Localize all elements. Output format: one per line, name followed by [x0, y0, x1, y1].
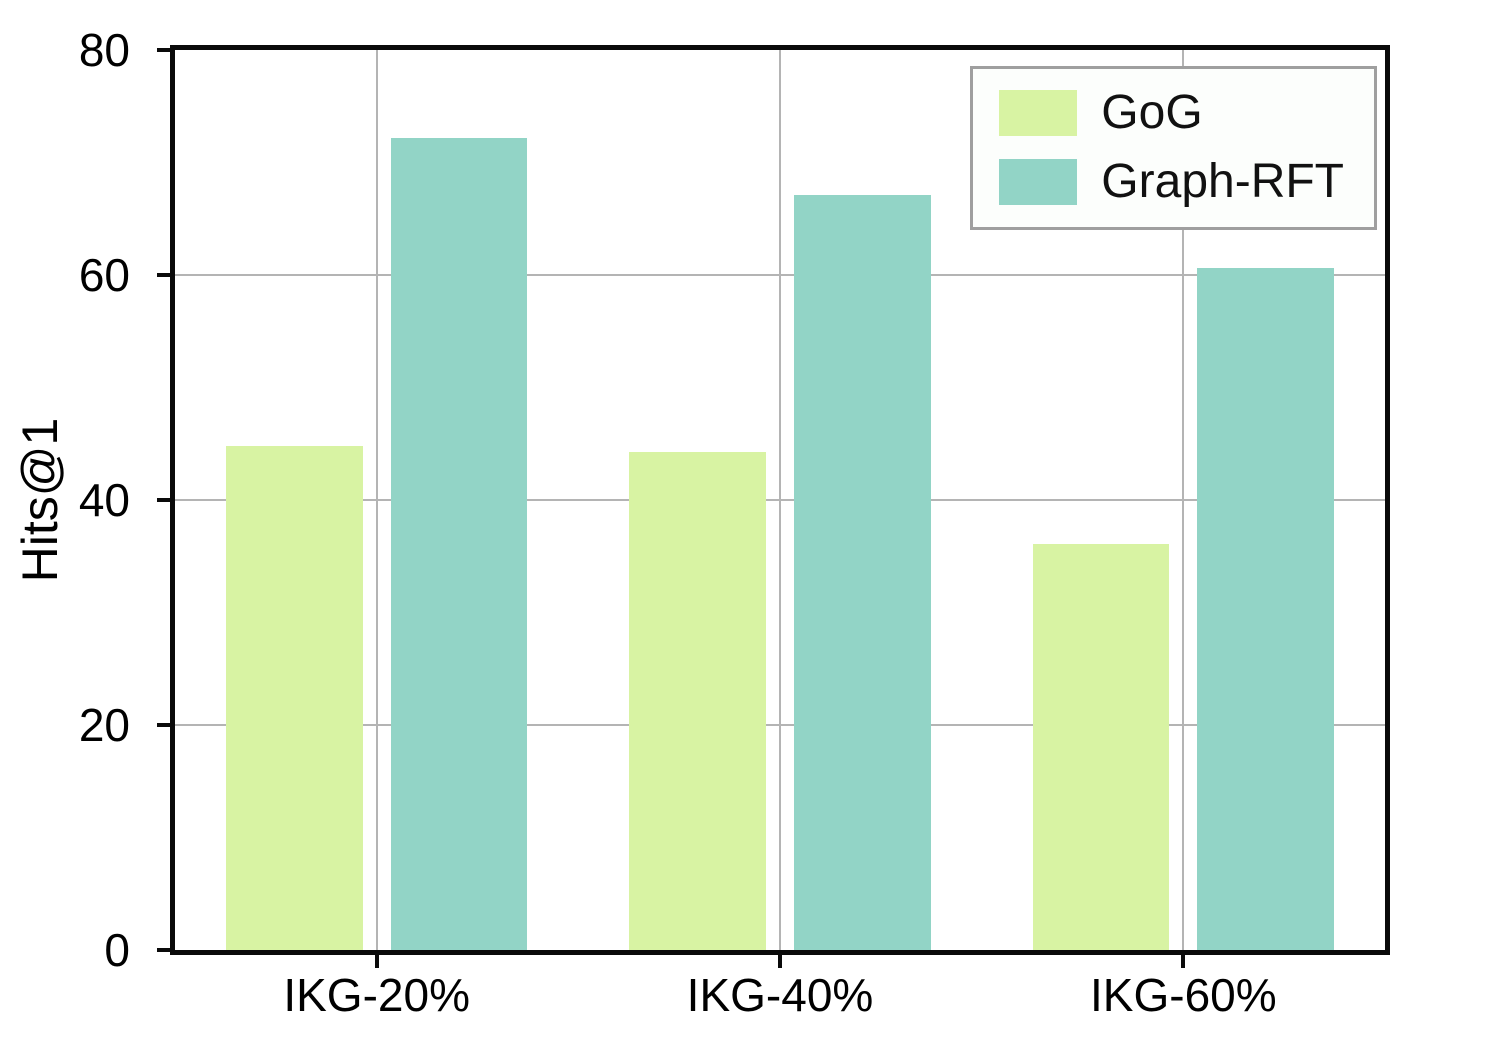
x-tick-mark	[374, 955, 379, 968]
y-tick-mark	[157, 48, 170, 52]
x-tick-label-ikg-60: IKG-60%	[1090, 969, 1277, 1021]
y-tick-mark	[157, 498, 170, 502]
plot-area: GoG Graph-RFT	[157, 45, 1390, 968]
y-tick-label-80: 80	[78, 24, 130, 76]
y-tick-label-0: 0	[104, 924, 130, 976]
y-tick-mark	[157, 723, 170, 727]
legend: GoG Graph-RFT	[970, 66, 1377, 230]
gridline-vertical	[375, 50, 378, 950]
y-axis-tick-labels: 0 20 40 60 80	[0, 27, 158, 973]
x-tick-label-ikg-40: IKG-40%	[686, 969, 874, 1021]
x-tick-mark	[1181, 955, 1186, 968]
bar-graph-rft-ikg-20	[390, 137, 528, 950]
y-tick-mark	[157, 948, 170, 952]
gridline-vertical	[1182, 50, 1185, 950]
y-tick-label-40: 40	[78, 474, 130, 526]
gridline-vertical	[779, 50, 781, 950]
bar-gog-ikg-60	[1032, 543, 1170, 950]
y-tick-mark	[157, 273, 170, 277]
y-tick-label-20: 20	[78, 699, 130, 751]
legend-item-graph-rft: Graph-RFT	[999, 154, 1344, 209]
bar-graph-rft-ikg-60	[1197, 268, 1334, 950]
legend-label-gog: GoG	[1101, 86, 1203, 139]
legend-item-gog: GoG	[999, 86, 1344, 140]
x-axis-tick-labels: IKG-20% IKG-40% IKG-60%	[175, 972, 1385, 1032]
y-tick-label-60: 60	[78, 249, 130, 301]
bar-gog-ikg-20	[226, 446, 363, 950]
x-tick-mark	[778, 955, 782, 968]
legend-swatch-graph-rft	[999, 159, 1078, 206]
bar-graph-rft-ikg-40	[793, 195, 931, 950]
x-tick-label-ikg-20: IKG-20%	[283, 969, 470, 1021]
legend-label-graph-rft: Graph-RFT	[1101, 154, 1344, 208]
bar-gog-ikg-40	[629, 451, 767, 950]
legend-swatch-gog	[999, 90, 1078, 137]
